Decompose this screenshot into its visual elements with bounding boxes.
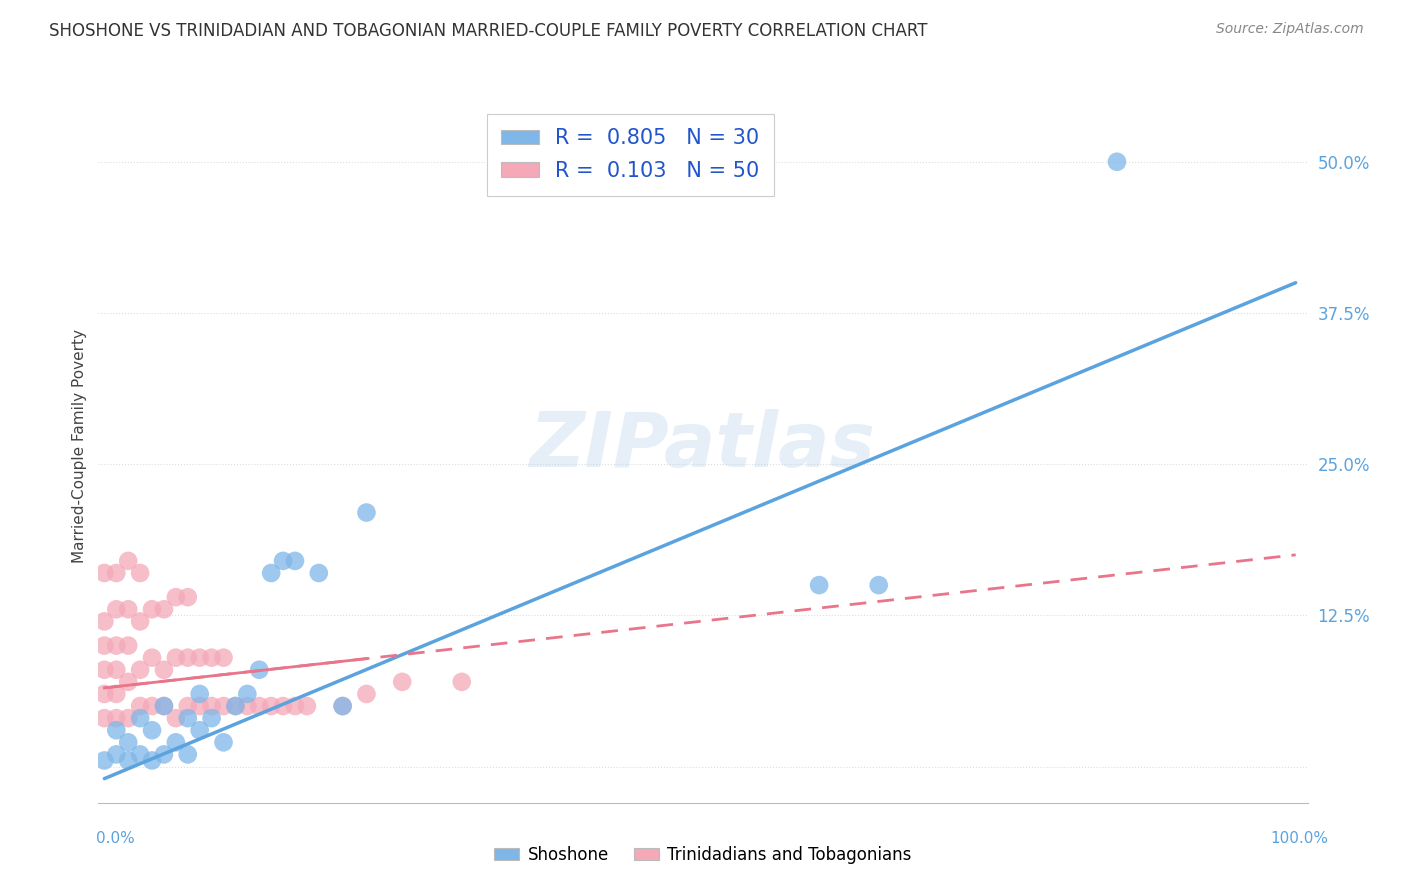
Point [356,687,378,701]
Point [105,711,128,725]
Point [868,578,890,592]
Text: 0.0%: 0.0% [96,831,135,846]
Point [247,663,270,677]
Point [188,699,211,714]
Point [260,699,283,714]
Point [153,663,176,677]
Point [93,639,115,653]
Point [391,674,413,689]
Point [105,687,128,701]
Point [117,602,139,616]
Text: 100.0%: 100.0% [1271,831,1329,846]
Point [356,506,378,520]
Point [153,602,176,616]
Point [117,639,139,653]
Point [153,699,176,714]
Point [165,590,187,604]
Point [188,723,211,738]
Point [165,650,187,665]
Point [284,699,307,714]
Point [177,650,200,665]
Point [129,699,152,714]
Point [129,566,152,580]
Point [271,554,294,568]
Point [247,699,270,714]
Point [117,554,139,568]
Point [177,590,200,604]
Point [117,735,139,749]
Point [295,699,318,714]
Point [188,650,211,665]
Point [212,699,235,714]
Point [105,723,128,738]
Point [93,615,115,629]
Point [93,687,115,701]
Point [141,699,163,714]
Point [105,663,128,677]
Point [93,754,115,768]
Point [129,747,152,762]
Point [450,674,472,689]
Point [224,699,246,714]
Point [93,663,115,677]
Point [236,699,259,714]
Y-axis label: Married-Couple Family Poverty: Married-Couple Family Poverty [72,329,87,563]
Text: SHOSHONE VS TRINIDADIAN AND TOBAGONIAN MARRIED-COUPLE FAMILY POVERTY CORRELATION: SHOSHONE VS TRINIDADIAN AND TOBAGONIAN M… [49,22,928,40]
Point [260,566,283,580]
Point [117,711,139,725]
Point [177,699,200,714]
Point [117,674,139,689]
Point [141,723,163,738]
Point [153,747,176,762]
Point [200,650,222,665]
Point [93,566,115,580]
Point [141,650,163,665]
Point [165,735,187,749]
Point [105,602,128,616]
Point [200,699,222,714]
Point [200,711,222,725]
Point [129,615,152,629]
Point [212,735,235,749]
Point [212,650,235,665]
Point [284,554,307,568]
Point [308,566,330,580]
Point [141,602,163,616]
Legend: R =  0.805   N = 30, R =  0.103   N = 50: R = 0.805 N = 30, R = 0.103 N = 50 [486,114,775,195]
Point [153,699,176,714]
Point [93,711,115,725]
Text: Source: ZipAtlas.com: Source: ZipAtlas.com [1216,22,1364,37]
Point [236,687,259,701]
Text: ZIPatlas: ZIPatlas [530,409,876,483]
Point [105,747,128,762]
Legend: Shoshone, Trinidadians and Tobagonians: Shoshone, Trinidadians and Tobagonians [488,839,918,871]
Point [808,578,831,592]
Point [165,711,187,725]
Point [141,754,163,768]
Point [332,699,354,714]
Point [332,699,354,714]
Point [105,639,128,653]
Point [271,699,294,714]
Point [177,747,200,762]
Point [224,699,246,714]
Point [177,711,200,725]
Point [1105,154,1128,169]
Point [188,687,211,701]
Point [129,663,152,677]
Point [105,566,128,580]
Point [117,754,139,768]
Point [129,711,152,725]
